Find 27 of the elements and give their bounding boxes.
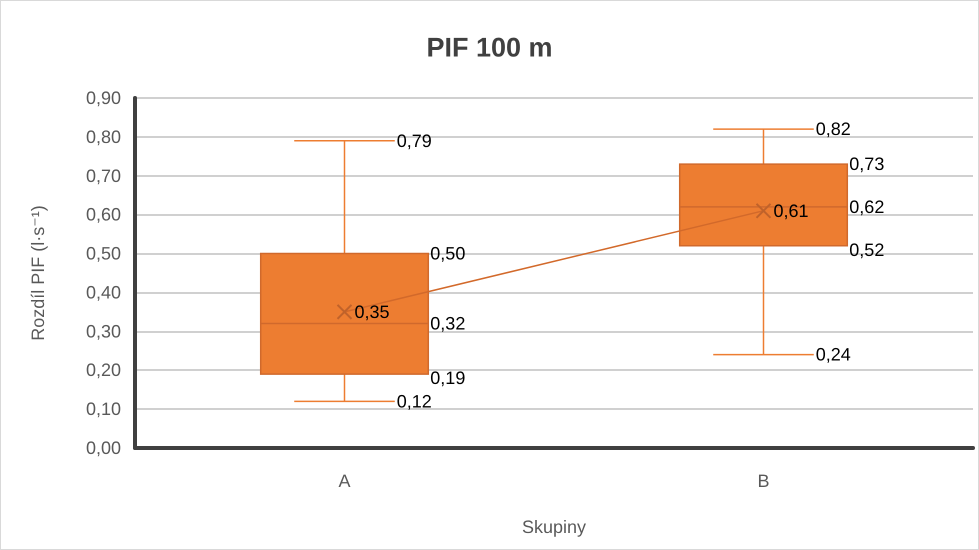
chart-title: PIF 100 m (426, 32, 553, 62)
text: 0,62 (849, 196, 884, 217)
y-axis-title: Rozdíl PIF (l·s⁻¹) (28, 205, 48, 341)
text: 0,12 (396, 391, 432, 412)
text: 0,24 (816, 344, 851, 365)
data-label: 0,61 (774, 200, 809, 221)
text: 0,32 (430, 314, 466, 334)
y-tick-label: 0,90 (86, 88, 121, 108)
y-tick-label: 0,80 (86, 126, 121, 147)
text: 0,52 (849, 240, 884, 260)
y-tick-label: 0,50 (86, 244, 121, 264)
data-label: 0,35 (354, 302, 390, 322)
y-tick-label: 0,70 (86, 166, 121, 186)
y-tick-label: 0,60 (86, 204, 121, 225)
text: 0,19 (430, 368, 466, 388)
y-tick-label: 0,20 (86, 360, 121, 380)
y-tick-label: 0,40 (86, 282, 121, 302)
x-axis-title: Skupiny (522, 517, 586, 537)
text: 0,82 (816, 119, 851, 140)
text: 0,50 (430, 244, 466, 264)
y-tick-label: 0,00 (86, 438, 121, 458)
x-tick-label: A (338, 471, 351, 491)
y-tick-label: 0,30 (86, 321, 121, 342)
text: 0,79 (396, 130, 432, 151)
y-tick-label: 0,10 (86, 399, 121, 420)
x-tick-label: B (757, 471, 770, 491)
text: 0,73 (849, 154, 884, 174)
